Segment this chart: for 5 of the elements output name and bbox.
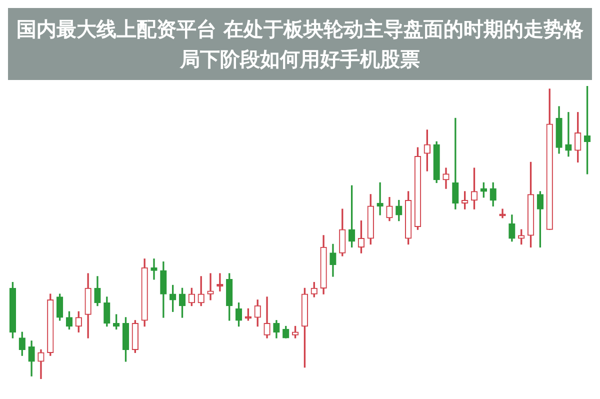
candlestick	[207, 273, 214, 300]
chart-title: 国内最大线上配资平台 在处于板块轮动主导盘面的时期的走势格局下阶段如何用好手机股票	[8, 8, 592, 80]
candlestick	[150, 258, 158, 280]
candlestick	[376, 182, 384, 216]
candlestick	[565, 112, 572, 157]
